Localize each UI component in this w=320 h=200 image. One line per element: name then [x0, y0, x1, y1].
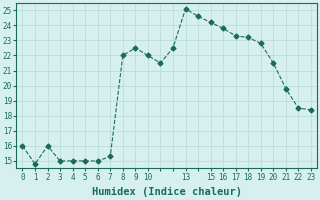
- X-axis label: Humidex (Indice chaleur): Humidex (Indice chaleur): [92, 187, 242, 197]
